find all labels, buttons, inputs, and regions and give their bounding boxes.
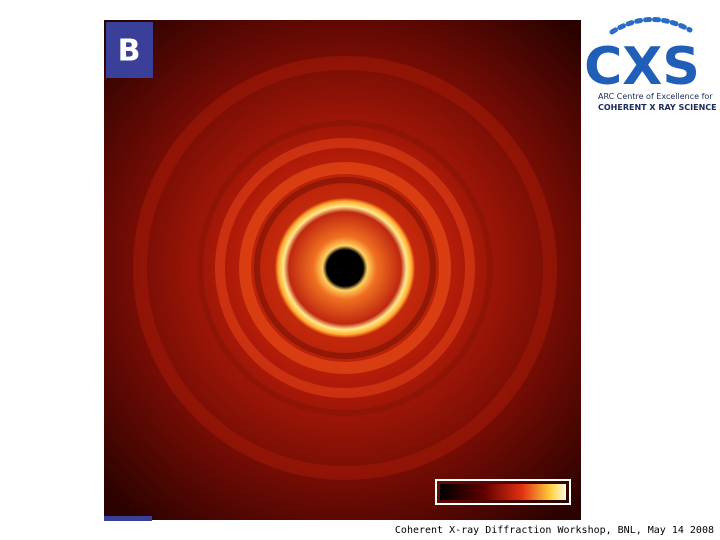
diffraction-image — [104, 20, 581, 520]
colorbar-frame — [435, 479, 571, 505]
panel-label: B — [118, 34, 141, 69]
logo: CXS ARC Centre of Excellence for COHEREN… — [584, 17, 717, 112]
logo-line: COHERENT X RAY SCIENCE — [598, 103, 717, 112]
logo-mark: CXS — [584, 37, 700, 97]
blue-strip — [104, 516, 152, 521]
panel-badge — [106, 22, 153, 78]
logo-line: ARC Centre of Excellence for — [598, 92, 713, 101]
colorbar — [440, 484, 566, 500]
footer: Coherent X-ray Diffraction Workshop, BNL… — [395, 525, 714, 536]
